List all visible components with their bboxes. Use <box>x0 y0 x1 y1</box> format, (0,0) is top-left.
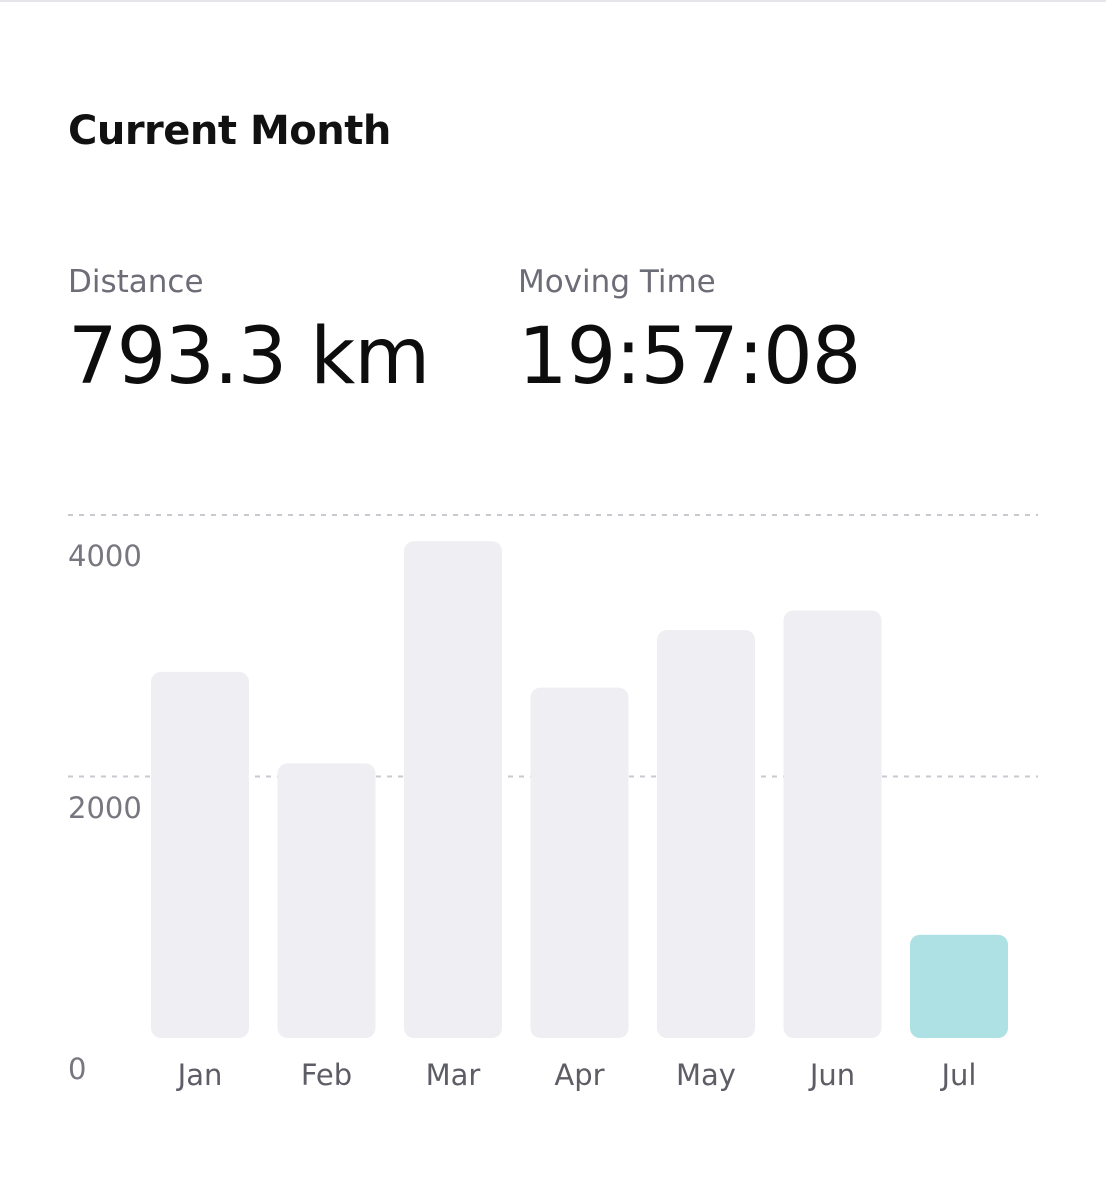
distance-value: 793.3 km <box>68 312 430 402</box>
y-tick-0: 0 <box>68 1052 86 1086</box>
x-label-jul: Jul <box>940 1058 977 1092</box>
distance-stat: Distance 793.3 km <box>68 262 430 402</box>
bar-jan[interactable] <box>151 671 249 1038</box>
monthly-distance-chart: 0 2000 4000 Jan Feb Mar Apr May Jun Jul <box>68 514 1038 1092</box>
x-label-may: May <box>676 1058 736 1092</box>
moving-time-value: 19:57:08 <box>518 312 861 402</box>
x-label-apr: Apr <box>554 1058 604 1092</box>
y-tick-2000: 2000 <box>68 791 142 825</box>
x-label-mar: Mar <box>426 1058 481 1092</box>
x-label-feb: Feb <box>301 1058 352 1092</box>
y-tick-4000: 4000 <box>68 539 142 573</box>
top-divider <box>0 0 1106 2</box>
x-label-jan: Jan <box>176 1058 223 1092</box>
moving-time-stat: Moving Time 19:57:08 <box>518 262 861 402</box>
bar-jul[interactable] <box>910 934 1008 1038</box>
moving-time-label: Moving Time <box>518 264 716 300</box>
bar-jun[interactable] <box>783 610 882 1038</box>
bar-may[interactable] <box>657 630 755 1038</box>
x-label-jun: Jun <box>808 1058 855 1092</box>
bar-mar[interactable] <box>404 541 502 1038</box>
distance-label: Distance <box>68 264 204 300</box>
bar-apr[interactable] <box>530 687 629 1038</box>
page-title: Current Month <box>68 108 391 154</box>
bar-feb[interactable] <box>277 763 376 1038</box>
